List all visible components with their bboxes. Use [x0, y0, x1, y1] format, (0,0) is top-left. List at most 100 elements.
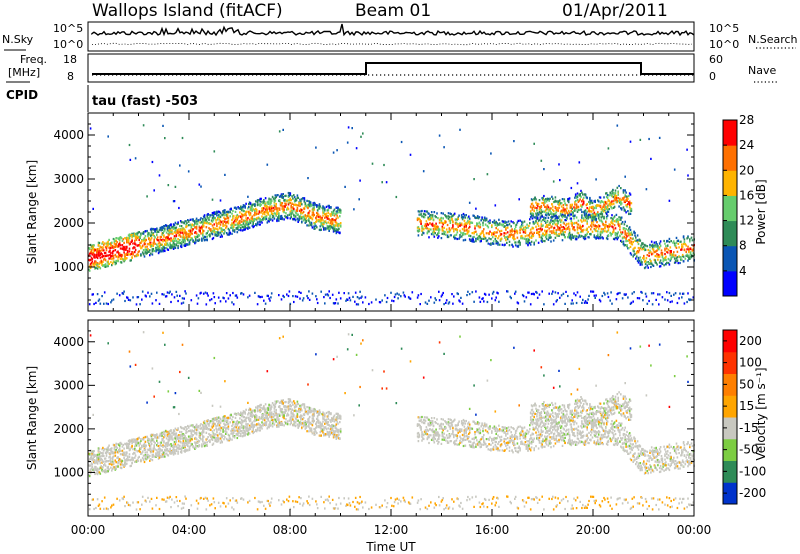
power-cell: [417, 217, 420, 220]
power-cell: [530, 235, 533, 238]
power-cell: [150, 234, 153, 237]
velocity-cell: [100, 465, 102, 468]
power-cell: [506, 224, 508, 227]
power-cell: [464, 223, 467, 226]
velocity-cell: [116, 497, 118, 500]
power-cell: [179, 242, 182, 245]
velocity-cell: [139, 442, 141, 445]
power-cell: [560, 294, 563, 297]
velocity-cell: [148, 448, 150, 452]
power-cell: [535, 198, 537, 201]
power-cell: [279, 217, 282, 220]
power-cell: [612, 231, 614, 234]
power-cell: [530, 240, 533, 243]
power-cell: [659, 240, 662, 243]
power-cell: [514, 241, 516, 244]
power-cell: [639, 239, 642, 242]
power-cell: [430, 214, 432, 217]
power-cell: [343, 292, 345, 295]
power-cell: [226, 213, 229, 216]
power-cell: [90, 256, 93, 259]
power-cell: [299, 297, 301, 300]
power-cell: [553, 200, 556, 203]
velocity-cell: [118, 459, 121, 462]
power-cell: [287, 191, 290, 195]
power-cell: [548, 292, 550, 295]
velocity-cell: [133, 451, 135, 454]
velocity-cell: [111, 469, 113, 472]
power-cell: [539, 212, 542, 215]
power-cell: [519, 229, 521, 232]
power-cell: [608, 223, 611, 226]
power-cell: [352, 295, 354, 298]
power-cell: [589, 210, 591, 213]
power-cell: [347, 292, 350, 295]
power-cell: [116, 244, 118, 247]
power-cell: [174, 231, 177, 234]
power-cell: [302, 297, 305, 300]
power-cell: [631, 243, 634, 246]
power-cell: [589, 213, 591, 216]
power-cell: [248, 226, 251, 229]
power-cell: [266, 201, 269, 204]
power-cell: [212, 227, 215, 230]
power-cell: [234, 220, 237, 223]
power-cell: [317, 206, 320, 209]
power-cell: [612, 195, 615, 199]
power-cell: [553, 219, 556, 222]
power-cell: [127, 298, 130, 301]
power-cell: [654, 261, 657, 264]
power-cell: [632, 255, 634, 258]
power-cell: [188, 235, 191, 238]
velocity-cell: [156, 437, 158, 440]
power-cell: [332, 211, 335, 214]
velocity-cell: [90, 454, 93, 457]
velocity-cell: [105, 451, 108, 454]
power-cell: [554, 219, 557, 222]
power-cell: [471, 291, 474, 294]
power-cell: [561, 239, 564, 242]
power-cell: [620, 231, 622, 234]
power-cell: [322, 223, 324, 226]
power-cell: [186, 243, 188, 246]
power-cell: [453, 237, 456, 240]
power-cell: [167, 248, 170, 251]
power-cell: [187, 243, 189, 246]
power-cell: [555, 216, 558, 219]
power-cell: [347, 126, 350, 129]
power-cell: [604, 223, 606, 226]
velocity-cell: [134, 438, 137, 441]
power-cell: [218, 227, 221, 230]
power-cell: [587, 230, 589, 234]
power-cell: [681, 245, 684, 248]
power-cell: [257, 295, 260, 298]
power-cell: [126, 236, 128, 239]
power-cell: [659, 265, 662, 268]
power-cell: [206, 215, 208, 218]
power-cell: [279, 204, 282, 207]
power-cell: [186, 232, 188, 235]
power-cell: [322, 205, 324, 208]
power-cell: [542, 198, 544, 201]
power-cell: [632, 300, 634, 303]
power-cell: [188, 232, 191, 235]
power-cell: [628, 202, 631, 205]
power-cell: [134, 235, 137, 238]
power-cell: [545, 200, 548, 203]
power-cell: [235, 217, 238, 220]
power-cell: [599, 231, 602, 234]
power-cell: [164, 225, 166, 228]
power-cell: [118, 243, 121, 246]
power-cell: [476, 222, 479, 225]
power-cell: [537, 231, 540, 234]
power-cell: [556, 299, 558, 302]
power-cell: [168, 230, 170, 233]
power-cell: [467, 216, 469, 219]
power-cell: [153, 249, 155, 253]
power-cell: [224, 230, 226, 233]
power-cell: [544, 232, 547, 235]
power-cell: [479, 226, 482, 229]
power-cell: [315, 146, 317, 149]
power-cell: [294, 198, 297, 201]
power-cell: [219, 231, 222, 234]
